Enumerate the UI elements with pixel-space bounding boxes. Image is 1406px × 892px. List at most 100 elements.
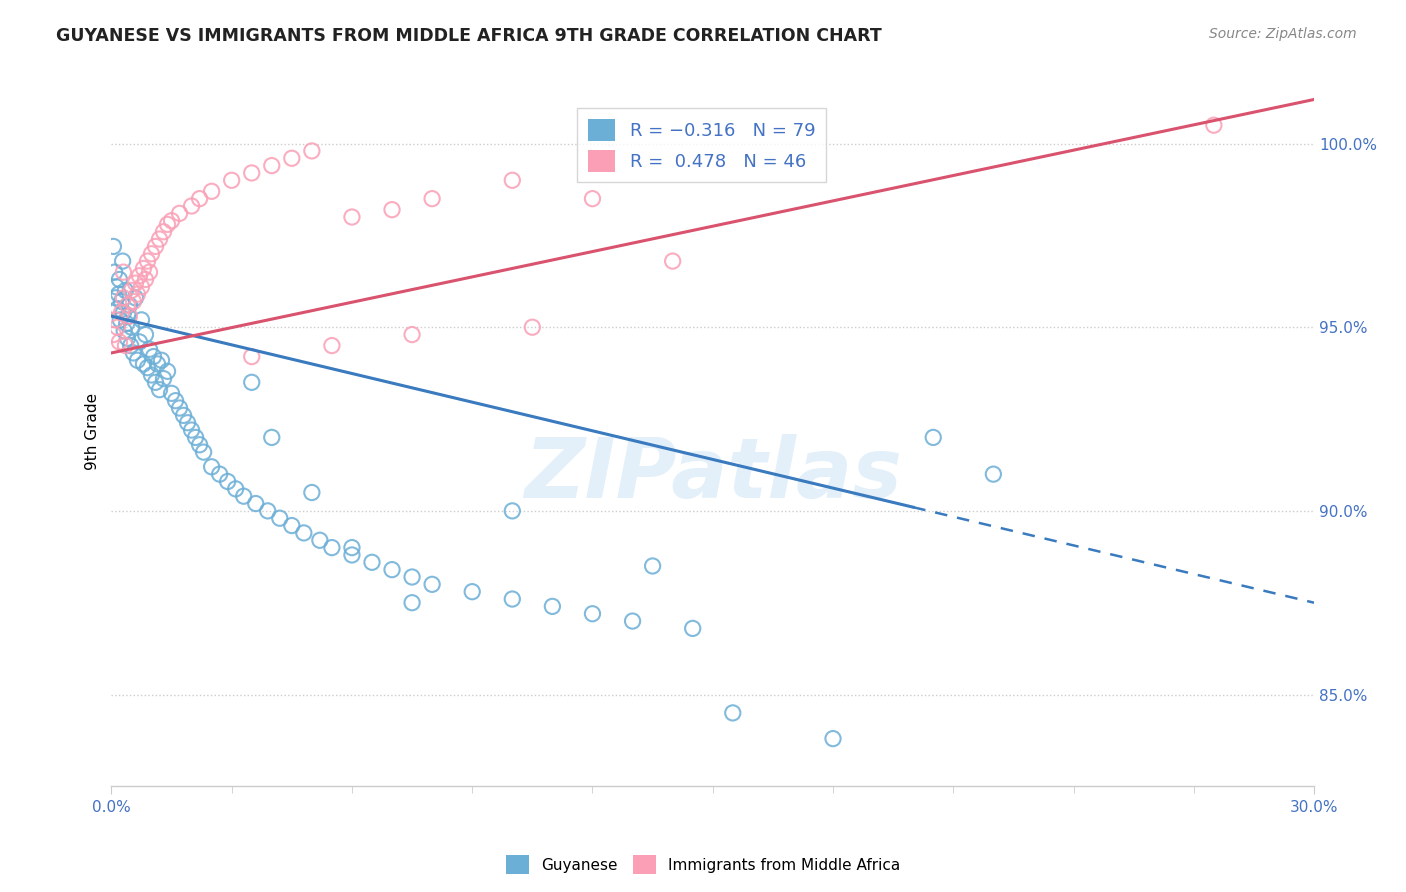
Text: Source: ZipAtlas.com: Source: ZipAtlas.com [1209,27,1357,41]
Point [176,416,198,430]
Point [661,254,683,268]
Point [225,482,247,496]
Point [1202,118,1225,132]
Point [232,489,254,503]
Point [340,210,363,224]
Point [321,338,343,352]
Point [118,298,141,312]
Point [150,353,173,368]
Point [136,360,159,375]
Point [114,338,136,352]
Point [245,496,267,510]
Point [217,475,239,489]
Point [180,423,202,437]
Point [821,731,844,746]
Point [156,218,179,232]
Point [136,254,159,268]
Point [173,409,195,423]
Point [461,584,484,599]
Point [104,265,127,279]
Point [120,338,142,352]
Point [301,485,323,500]
Point [111,254,134,268]
Point [107,320,129,334]
Point [110,313,132,327]
Legend: R = −0.316   N = 79, R =  0.478   N = 46: R = −0.316 N = 79, R = 0.478 N = 46 [578,108,827,183]
Point [110,305,132,319]
Point [420,577,443,591]
Point [501,592,523,607]
Point [240,166,263,180]
Point [141,368,163,382]
Point [108,272,131,286]
Point [682,622,704,636]
Point [240,376,263,390]
Point [260,430,283,444]
Point [131,280,153,294]
Point [118,309,141,323]
Point [193,445,215,459]
Point [114,284,136,298]
Point [112,324,135,338]
Point [152,225,174,239]
Point [401,327,423,342]
Point [108,334,131,349]
Point [115,317,138,331]
Point [301,144,323,158]
Point [160,386,183,401]
Point [134,272,156,286]
Point [201,184,224,198]
Point [922,430,945,444]
Point [141,246,163,260]
Point [117,298,139,312]
Point [501,504,523,518]
Point [581,192,603,206]
Point [269,511,291,525]
Legend: Guyanese, Immigrants from Middle Africa: Guyanese, Immigrants from Middle Africa [499,849,907,880]
Point [112,305,135,319]
Point [260,159,283,173]
Point [169,401,191,415]
Point [124,276,146,290]
Point [145,239,167,253]
Point [188,192,211,206]
Point [105,280,128,294]
Point [381,563,404,577]
Point [256,504,278,518]
Text: GUYANESE VS IMMIGRANTS FROM MIDDLE AFRICA 9TH GRADE CORRELATION CHART: GUYANESE VS IMMIGRANTS FROM MIDDLE AFRIC… [56,27,882,45]
Point [110,294,132,309]
Point [132,357,155,371]
Point [148,383,170,397]
Point [127,287,149,301]
Point [117,309,139,323]
Point [122,294,145,309]
Point [124,291,146,305]
Point [281,518,304,533]
Point [131,313,153,327]
Point [541,599,564,614]
Point [142,350,165,364]
Point [112,265,135,279]
Point [420,192,443,206]
Point [112,291,135,305]
Point [138,265,160,279]
Point [321,541,343,555]
Point [104,291,127,305]
Point [134,327,156,342]
Point [221,173,243,187]
Point [340,548,363,562]
Point [361,555,384,569]
Point [309,533,332,548]
Point [107,287,129,301]
Point [621,614,644,628]
Point [292,525,315,540]
Point [148,232,170,246]
Point [501,173,523,187]
Point [721,706,744,720]
Point [160,213,183,227]
Point [169,206,191,220]
Point [120,284,142,298]
Point [107,301,129,316]
Point [240,350,263,364]
Point [201,459,224,474]
